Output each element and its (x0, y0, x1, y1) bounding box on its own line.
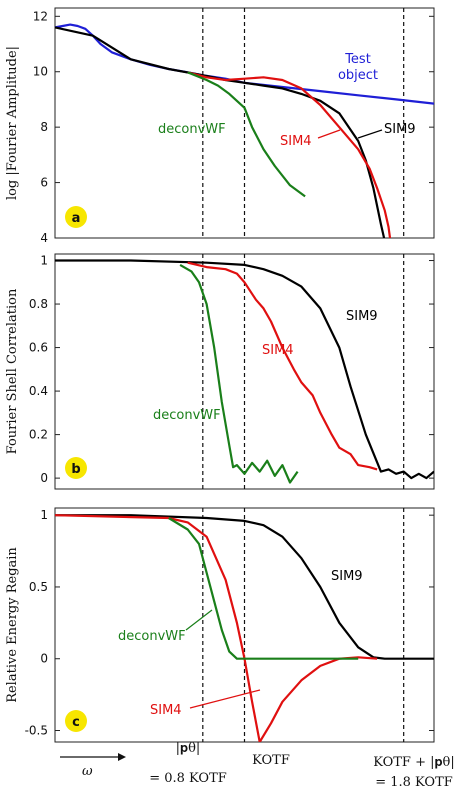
annotation-sim4-b: SIM4 (262, 343, 294, 358)
pointer-sim4-c (189, 689, 261, 709)
panel-a: 4 6 8 10 12 log |Fourier Amplitude| a (5, 7, 435, 245)
pointer-deconvwf-c (185, 609, 213, 631)
y-tick-label-c: 0 (40, 652, 48, 666)
series-deconvwf-b (179, 263, 299, 484)
panel-badge-c (65, 710, 87, 732)
panel-badge-b (65, 457, 87, 479)
y-tick-label-b: 0 (40, 471, 48, 485)
pointer-sim4-a (317, 129, 341, 139)
x-label-p-theta: |𝐩θ| (176, 741, 201, 756)
y-axis-label-a: log |Fourier Amplitude| (5, 46, 20, 200)
y-tick-label-b: 0.2 (29, 428, 48, 442)
series-deconvwf-a (187, 71, 306, 198)
y-tick-label-a: 10 (33, 65, 48, 79)
panel-badge-label-c: c (72, 715, 80, 730)
series-sim9-a (55, 26, 386, 238)
series-sim9-b (55, 259, 434, 480)
panel-c: -0.5 0 0.5 1 Relative Energy Regain c (5, 507, 435, 743)
x-axis-omega-label: ω (82, 764, 93, 779)
annotation-sim9-a: SIM9 (384, 122, 416, 137)
x-label-kotf-plus-p-value: = 1.8 KOTF (375, 775, 453, 790)
y-tick-label-b: 1 (40, 254, 48, 268)
y-tick-label-b: 0.8 (29, 297, 48, 311)
panel-badge-label-b: b (71, 462, 80, 477)
omega-arrowhead (118, 753, 126, 761)
y-axis-label-c: Relative Energy Regain (5, 547, 20, 703)
series-sim4-a (187, 71, 392, 238)
panel-badge-a (65, 206, 87, 228)
panel-b: 0 0.2 0.4 0.6 0.8 1 Fourier Shell Correlation b (5, 253, 435, 490)
annotation-deconvwf-b: deconvWF (153, 408, 221, 423)
y-tick-label-c: -0.5 (25, 724, 48, 738)
y-tick-label-c: 1 (40, 508, 48, 522)
annotation-sim9-c: SIM9 (331, 569, 363, 584)
x-label-kotf-plus-p: KOTF + |𝐩θ| (373, 755, 455, 770)
panel-badge-label-a: a (72, 211, 81, 226)
y-tick-label-a: 4 (40, 231, 48, 245)
y-axis-label-b: Fourier Shell Correlation (5, 288, 20, 454)
pointer-sim9-a (357, 129, 383, 139)
y-tick-label-b: 0.4 (29, 384, 48, 398)
y-tick-label-a: 12 (33, 9, 48, 23)
annotation-deconvwf-a: deconvWF (158, 122, 226, 137)
annotation-sim9-b: SIM9 (346, 309, 378, 324)
series-deconvwf-c (168, 517, 359, 660)
series-sim9-c (55, 514, 434, 660)
series-sim4-b (187, 261, 378, 471)
y-tick-label-c: 0.5 (29, 580, 48, 594)
x-label-p-theta-value: = 0.8 KOTF (149, 771, 227, 786)
annotation-test-object: Test object (338, 52, 378, 83)
y-tick-label-a: 6 (40, 176, 48, 190)
annotation-deconvwf-c: deconvWF (118, 629, 186, 644)
y-tick-label-b: 0.6 (29, 341, 48, 355)
series-sim4-c (55, 514, 378, 742)
annotation-sim4-a: SIM4 (280, 134, 312, 149)
annotation-sim4-c: SIM4 (150, 703, 182, 718)
y-tick-label-a: 8 (40, 120, 48, 134)
x-label-kotf: KOTF (252, 753, 290, 768)
